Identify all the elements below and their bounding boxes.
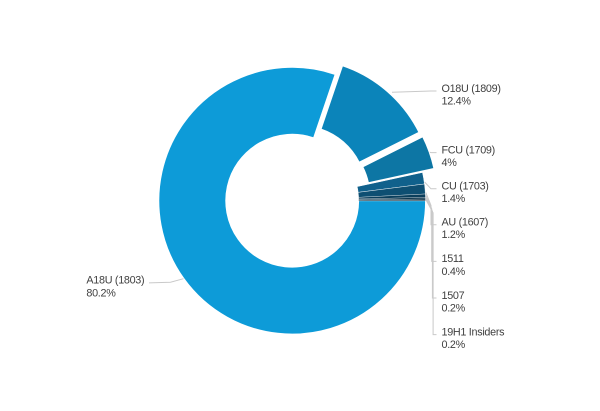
svg-text:0.2%: 0.2% [442,302,466,314]
svg-text:1.2%: 1.2% [442,229,466,241]
svg-text:1511: 1511 [442,253,464,265]
svg-text:1507: 1507 [442,290,465,302]
svg-text:0.4%: 0.4% [442,266,466,278]
svg-text:80.2%: 80.2% [86,287,116,299]
svg-text:O18U (1809): O18U (1809) [442,83,501,95]
svg-text:0.2%: 0.2% [442,339,466,351]
svg-text:CU (1703): CU (1703) [442,181,489,193]
svg-text:4%: 4% [442,157,458,169]
svg-text:12.4%: 12.4% [442,95,472,107]
svg-text:1.4%: 1.4% [442,193,466,205]
svg-text:19H1 Insiders: 19H1 Insiders [442,326,506,338]
svg-text:FCU (1709): FCU (1709) [442,144,495,156]
svg-text:A18U (1803): A18U (1803) [86,275,144,287]
svg-text:AU (1607): AU (1607) [442,217,489,229]
